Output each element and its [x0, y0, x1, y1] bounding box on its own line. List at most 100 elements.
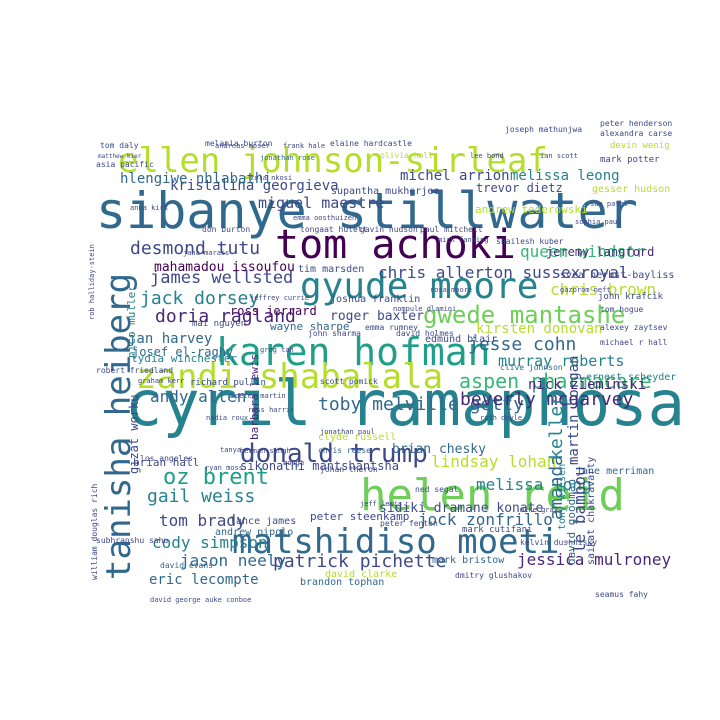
cloud-word: lee bond — [470, 152, 504, 160]
cloud-word: jan harvey — [128, 331, 212, 347]
cloud-word: jason neely — [180, 551, 286, 570]
cloud-word: dmitry glushakov — [455, 571, 532, 580]
cloud-word: hlengiwe nhlabathi — [120, 171, 272, 187]
cloud-word: donald trump — [240, 439, 428, 469]
cloud-word: clive johnson — [500, 363, 563, 372]
cloud-word: andy allen — [150, 387, 246, 406]
cloud-word: sam patel — [590, 200, 628, 208]
cloud-word: trevor dietz — [476, 181, 563, 195]
cloud-word: emma rumney — [365, 323, 418, 332]
cloud-word: edmund blair — [425, 334, 497, 345]
cloud-word: supantha mukherjee — [331, 186, 439, 197]
cloud-word: nick zieminski — [528, 377, 646, 393]
cloud-word: asia pacific — [96, 160, 154, 169]
cloud-word: william douglas rich — [90, 483, 99, 580]
cloud-word: jesse cohn — [468, 334, 576, 355]
cloud-word: oz brent — [163, 465, 269, 490]
cloud-word: jonathan rose — [260, 154, 315, 162]
cloud-word: ellen johnson-sirleaf — [118, 141, 548, 181]
cloud-word: bonga — [283, 459, 304, 467]
cloud-word: john sharma — [308, 329, 361, 338]
cloud-word: jana marais — [183, 249, 229, 257]
cloud-word: jeff lewis — [360, 500, 402, 508]
cloud-word: cody simpson — [152, 533, 268, 552]
cloud-word: gyude moore — [300, 266, 538, 307]
cloud-word: chris allerton sussexroyal — [378, 263, 628, 282]
cloud-word: brandon tophan — [300, 577, 384, 588]
cloud-word: clyde russell — [318, 432, 396, 443]
cloud-word: chris reese — [318, 446, 371, 455]
cloud-word: mick fanning — [438, 236, 489, 244]
cloud-word: tanisha heiberg — [99, 273, 139, 580]
cloud-word: sidiki dramane konate — [379, 501, 544, 516]
cloud-word: michael r hall — [600, 338, 668, 347]
cloud-word: lindsay lohan — [431, 452, 556, 471]
cloud-word: gwede mantashe — [423, 301, 625, 329]
cloud-word: murray roberts — [498, 352, 624, 370]
cloud-word: tom achoki — [275, 222, 516, 268]
cloud-word: emma oosthuizen — [293, 214, 356, 222]
cloud-word: peter steenkamp — [310, 510, 409, 523]
cloud-word: shailesh kuber — [496, 237, 564, 246]
cloud-word: alexandra carse — [600, 129, 672, 138]
cloud-word: anna kirk — [130, 204, 169, 212]
cloud-word: zandi shabalala — [136, 357, 443, 397]
cloud-word: sikonathi mantshantsha — [240, 459, 399, 473]
cloud-word: mahamadou issoufou — [154, 260, 295, 275]
cloud-word: frank hale — [283, 142, 325, 150]
cloud-word: tom daly — [100, 141, 139, 150]
cloud-word: peter fenton — [380, 519, 438, 528]
cloud-word: ross jerrard — [230, 304, 317, 318]
cloud-word: tanya — [220, 446, 241, 454]
cloud-word: tongaat hulett — [300, 225, 368, 234]
cloud-word: ross harris — [248, 406, 294, 414]
cloud-word: martin horgan — [566, 355, 582, 465]
cloud-word: karen hofman — [216, 330, 491, 374]
cloud-word: jane merriman — [576, 466, 654, 477]
cloud-word: ernest scheyder — [586, 372, 676, 383]
cloud-word: gizat worku — [127, 395, 141, 474]
cloud-word: don burton — [202, 225, 250, 234]
cloud-word: graham kerr — [138, 377, 184, 385]
cloud-word: eric lecompte — [149, 572, 259, 588]
cloud-word: herman singh — [240, 447, 291, 455]
cloud-word: nadia roux — [206, 414, 248, 422]
cloud-word: david george — [150, 596, 201, 604]
cloud-word: david evans — [160, 561, 213, 570]
cloud-word: david clarke — [325, 569, 397, 580]
cloud-word: toby melville getty — [318, 394, 524, 415]
cloud-word: nico muller — [125, 285, 138, 358]
cloud-word: rob halliday-stein — [88, 244, 96, 320]
cloud-word: johan theron — [320, 465, 378, 474]
cloud-word: jack dorsey — [140, 288, 259, 309]
cloud-word: patrick pichette — [273, 551, 446, 572]
cloud-word: seamus fahy — [595, 590, 648, 599]
cloud-word: peter henderson — [600, 119, 672, 128]
cloud-word: joshua franklin — [330, 294, 420, 305]
cloud-word: david holmes — [396, 329, 454, 338]
cloud-word: nompule dlamini — [393, 305, 456, 313]
cloud-word: lydia winchester — [131, 352, 237, 365]
cloud-word: barbara lewis — [248, 354, 261, 440]
cloud-word: mark cutifani — [462, 525, 532, 535]
word-group: cyril ramaphosa sibanye stillwater helen r… — [88, 119, 685, 604]
cloud-word: lance james — [230, 516, 296, 527]
cloud-word: matshidiso moeti — [232, 522, 560, 562]
cloud-word: miguel maestre — [258, 194, 384, 212]
cloud-word: los angeles — [140, 454, 193, 463]
cloud-word: saikat chakravarty — [586, 457, 597, 565]
cloud-word: melania burton — [205, 139, 273, 148]
cloud-word: tony wiesen — [557, 464, 568, 530]
cloud-word: michel arrion — [400, 168, 510, 184]
cloud-word: mark potter — [600, 155, 660, 165]
cloud-word: greg tan — [260, 346, 294, 354]
cloud-word: tim marsden — [298, 264, 364, 275]
cloud-word: chris brown — [550, 280, 656, 299]
cloud-word: andrew pipolo — [215, 527, 293, 538]
cloud-word: helen reid — [360, 470, 625, 521]
cloud-word: sibanye stillwater — [96, 182, 638, 240]
cloud-word: jessica mulroney — [517, 550, 671, 569]
cloud-word: jonathan paul — [320, 428, 375, 436]
cloud-word: rosa moore — [430, 286, 472, 294]
